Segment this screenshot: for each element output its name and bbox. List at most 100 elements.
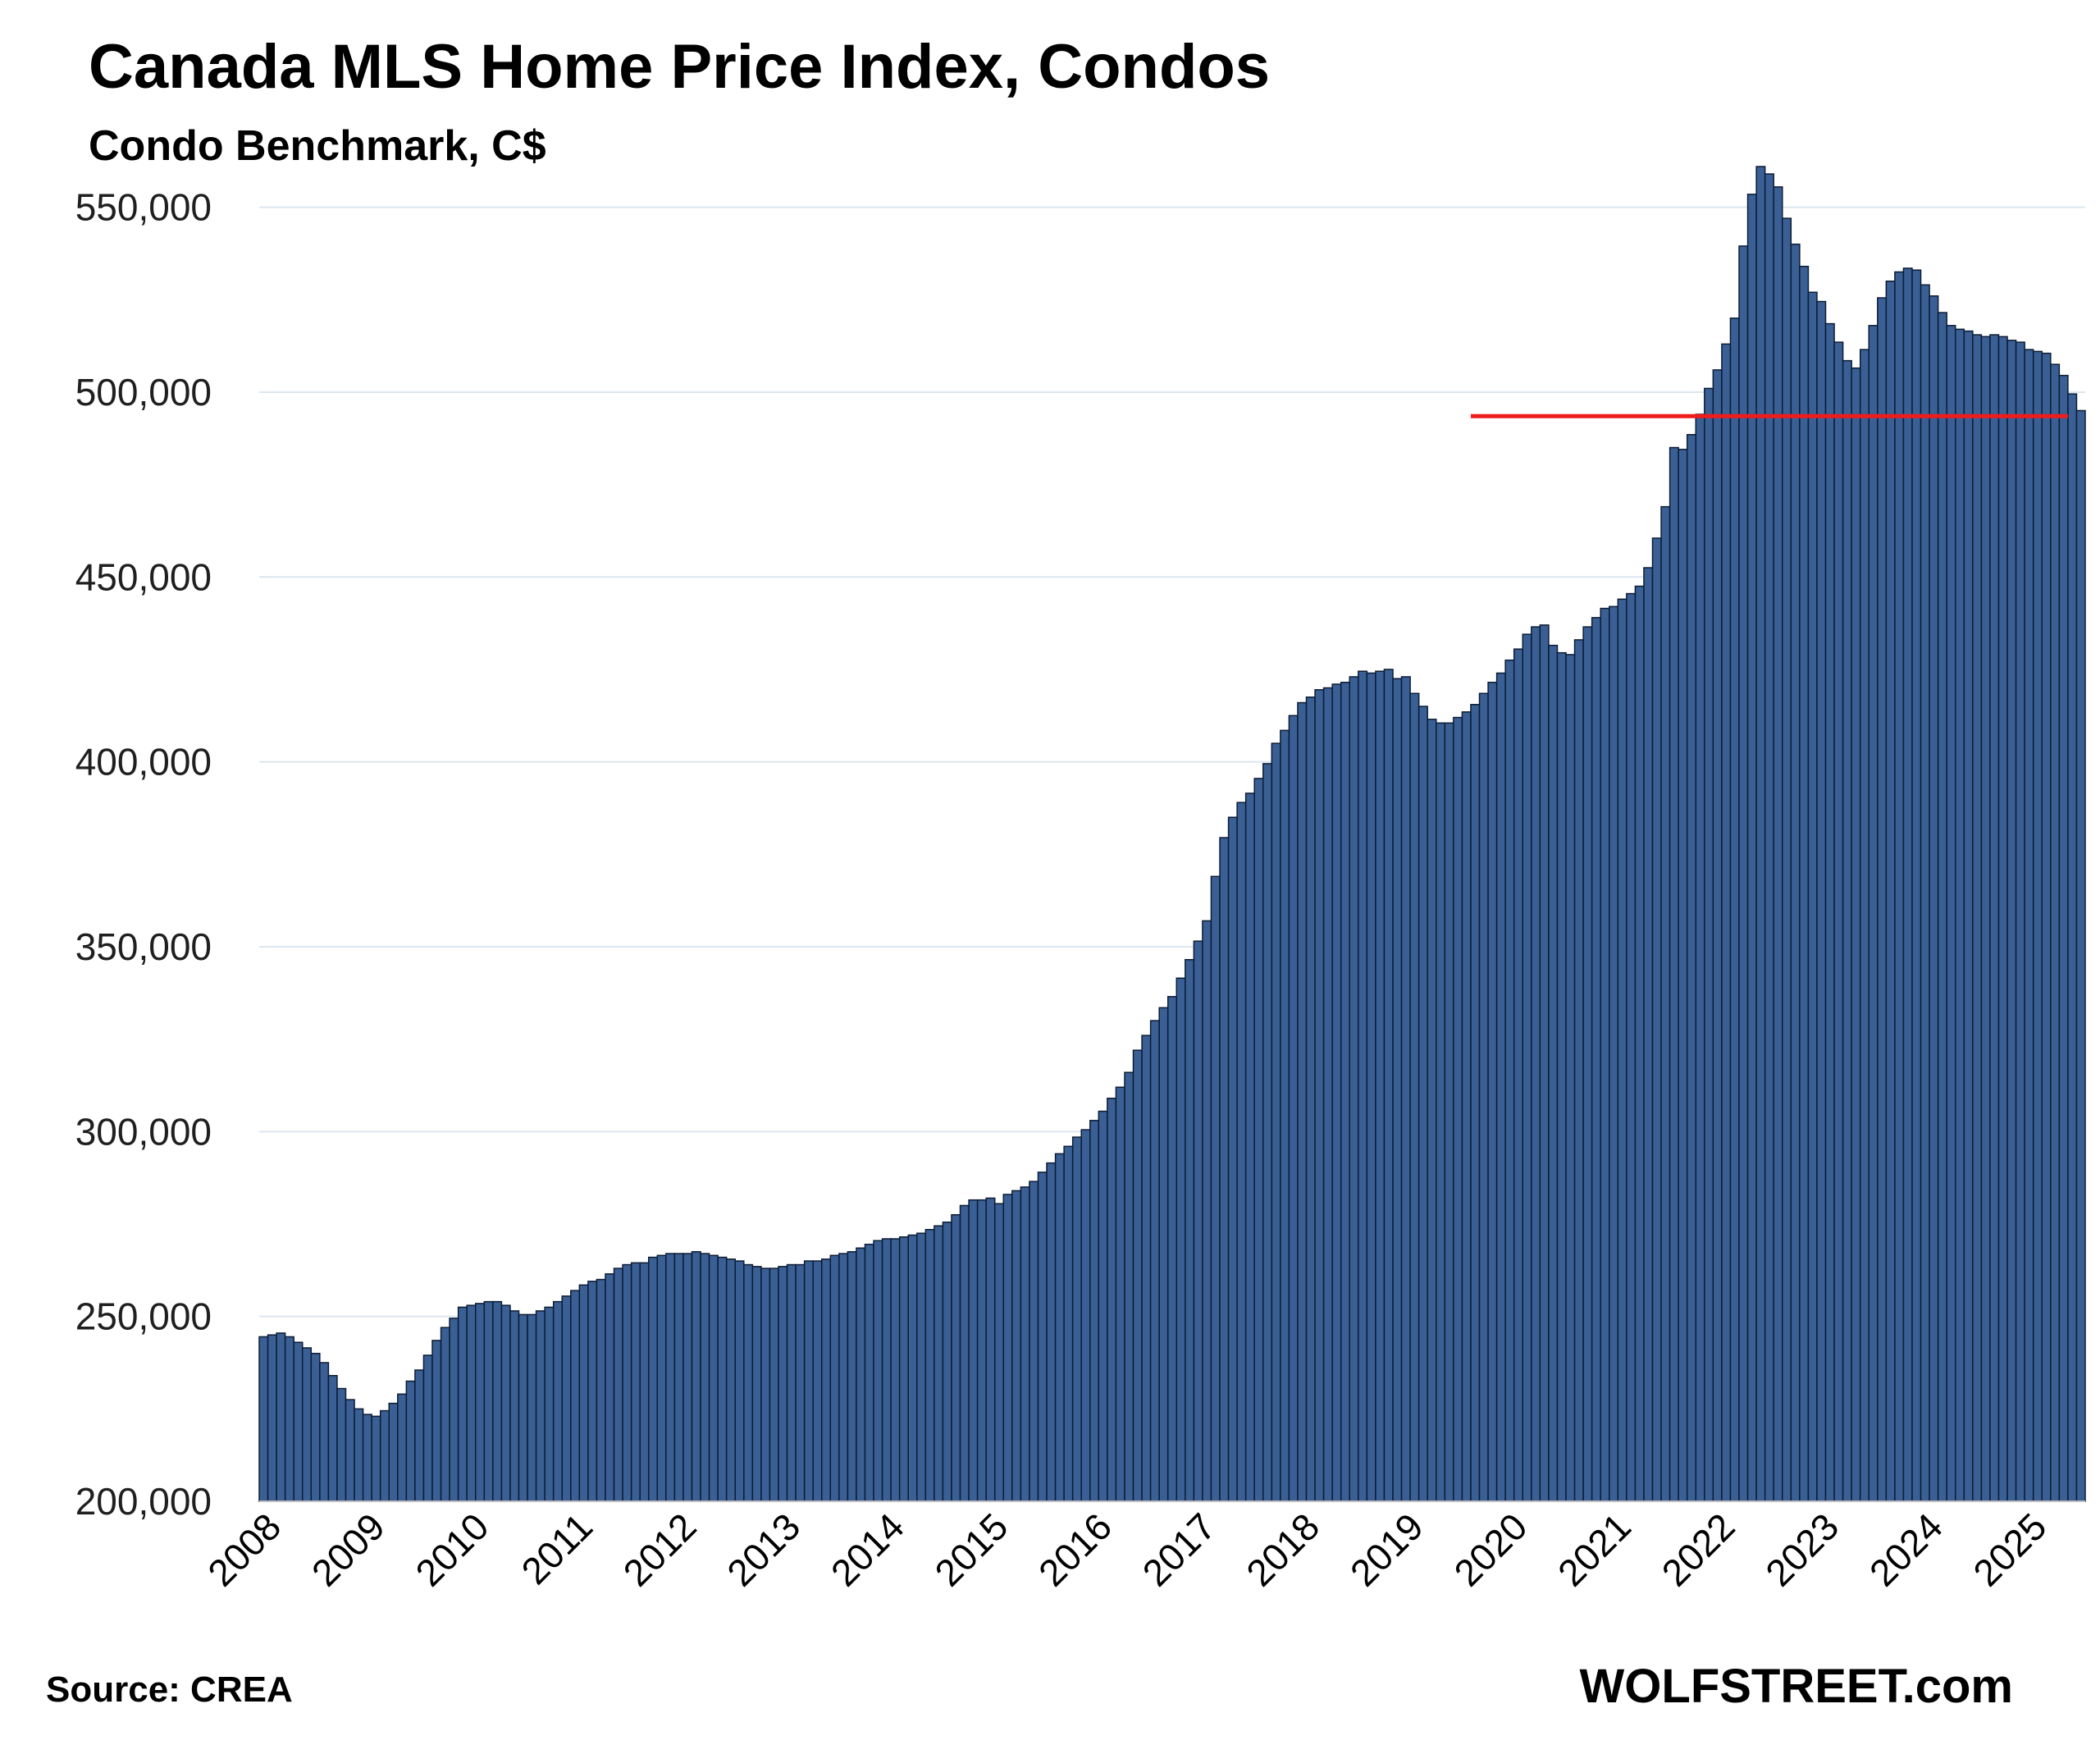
- bar: [1262, 763, 1273, 1502]
- bar: [769, 1268, 779, 1502]
- bar: [1911, 269, 1922, 1502]
- bar: [700, 1253, 710, 1502]
- bar: [1478, 692, 1489, 1502]
- bar: [881, 1238, 892, 1502]
- bar: [561, 1295, 572, 1502]
- x-tick-label: 2013: [719, 1505, 808, 1594]
- y-tick-label: 300,000: [75, 1110, 212, 1153]
- bar: [1582, 626, 1593, 1502]
- bar: [1392, 678, 1403, 1502]
- bar: [613, 1268, 623, 1502]
- bar: [1929, 295, 1939, 1502]
- bar: [1833, 341, 1844, 1502]
- bar: [414, 1369, 425, 1502]
- bar: [1115, 1086, 1125, 1502]
- bar: [647, 1256, 659, 1502]
- bar: [1989, 334, 2000, 1502]
- bar: [2058, 374, 2069, 1502]
- x-tick-label: 2015: [926, 1505, 1016, 1594]
- bar: [1280, 729, 1290, 1502]
- bar: [267, 1334, 277, 1502]
- bar: [691, 1251, 701, 1502]
- bar: [786, 1263, 797, 1502]
- bar: [1617, 598, 1628, 1502]
- bar: [743, 1263, 754, 1502]
- bar: [258, 1336, 269, 1502]
- bar: [1591, 617, 1601, 1502]
- bar: [1573, 639, 1584, 1502]
- bar: [2050, 363, 2061, 1502]
- bar: [440, 1327, 450, 1502]
- bar: [570, 1290, 581, 1502]
- bar: [509, 1310, 520, 1502]
- bar: [1773, 186, 1783, 1502]
- bar: [924, 1229, 935, 1502]
- bar: [2041, 352, 2052, 1502]
- bar: [1487, 681, 1498, 1502]
- bar: [518, 1313, 528, 1502]
- bar: [1349, 676, 1359, 1502]
- bar: [1746, 194, 1757, 1502]
- bar: [673, 1253, 684, 1502]
- bar: [1071, 1136, 1082, 1502]
- y-tick-label: 450,000: [75, 555, 212, 598]
- x-tick-label: 2023: [1757, 1505, 1847, 1594]
- bar: [535, 1310, 546, 1502]
- bar: [1531, 626, 1541, 1502]
- bar: [951, 1213, 961, 1502]
- bar: [820, 1258, 832, 1502]
- bar: [985, 1197, 996, 1502]
- bar: [1461, 711, 1472, 1502]
- bar: [778, 1266, 788, 1502]
- bar: [1738, 245, 1749, 1502]
- bar: [838, 1253, 849, 1502]
- y-axis: 200,000 250,000 300,000 350,000 400,000 450,0…: [75, 186, 212, 1523]
- bar: [336, 1387, 347, 1502]
- bar: [2032, 350, 2043, 1502]
- bar: [1271, 742, 1281, 1502]
- bar: [1824, 322, 1835, 1502]
- y-tick-label: 350,000: [75, 925, 212, 968]
- bar: [1609, 605, 1619, 1502]
- x-tick-label: 2016: [1030, 1505, 1120, 1594]
- bar: [1244, 792, 1255, 1502]
- bar: [907, 1234, 918, 1502]
- bar: [1037, 1172, 1048, 1502]
- bar: [1185, 959, 1195, 1502]
- bar: [379, 1409, 390, 1502]
- bar: [1704, 387, 1714, 1502]
- bar: [968, 1199, 979, 1502]
- bar: [1920, 284, 1930, 1502]
- bar: [1288, 715, 1299, 1502]
- bar: [492, 1300, 503, 1502]
- bar: [1634, 585, 1645, 1502]
- bar: [1089, 1120, 1100, 1502]
- bar: [890, 1238, 901, 1502]
- bar: [1764, 173, 1774, 1502]
- bar: [1098, 1110, 1108, 1502]
- bar: [1955, 328, 1965, 1502]
- bar: [1556, 651, 1567, 1502]
- bar: [864, 1244, 874, 1502]
- bar: [1755, 166, 1766, 1502]
- bar: [934, 1225, 944, 1502]
- bar: [431, 1340, 442, 1502]
- bar: [1046, 1162, 1057, 1502]
- bar: [1444, 722, 1454, 1502]
- bar: [1963, 330, 1974, 1502]
- bar: [1366, 672, 1376, 1502]
- bar: [1383, 669, 1394, 1502]
- bar: [976, 1199, 987, 1502]
- bar: [1011, 1190, 1022, 1502]
- bar: [1314, 689, 1325, 1502]
- bar: [847, 1251, 857, 1502]
- chart-subtitle: Condo Benchmark, C$: [89, 122, 546, 170]
- bar: [1626, 592, 1637, 1502]
- bar: [639, 1262, 650, 1502]
- x-tick-label: 2021: [1550, 1505, 1639, 1594]
- bar: [1851, 367, 1861, 1502]
- bar: [795, 1263, 806, 1502]
- x-tick-label: 2011: [513, 1505, 600, 1592]
- bar: [605, 1273, 615, 1502]
- y-tick-label: 200,000: [75, 1480, 212, 1523]
